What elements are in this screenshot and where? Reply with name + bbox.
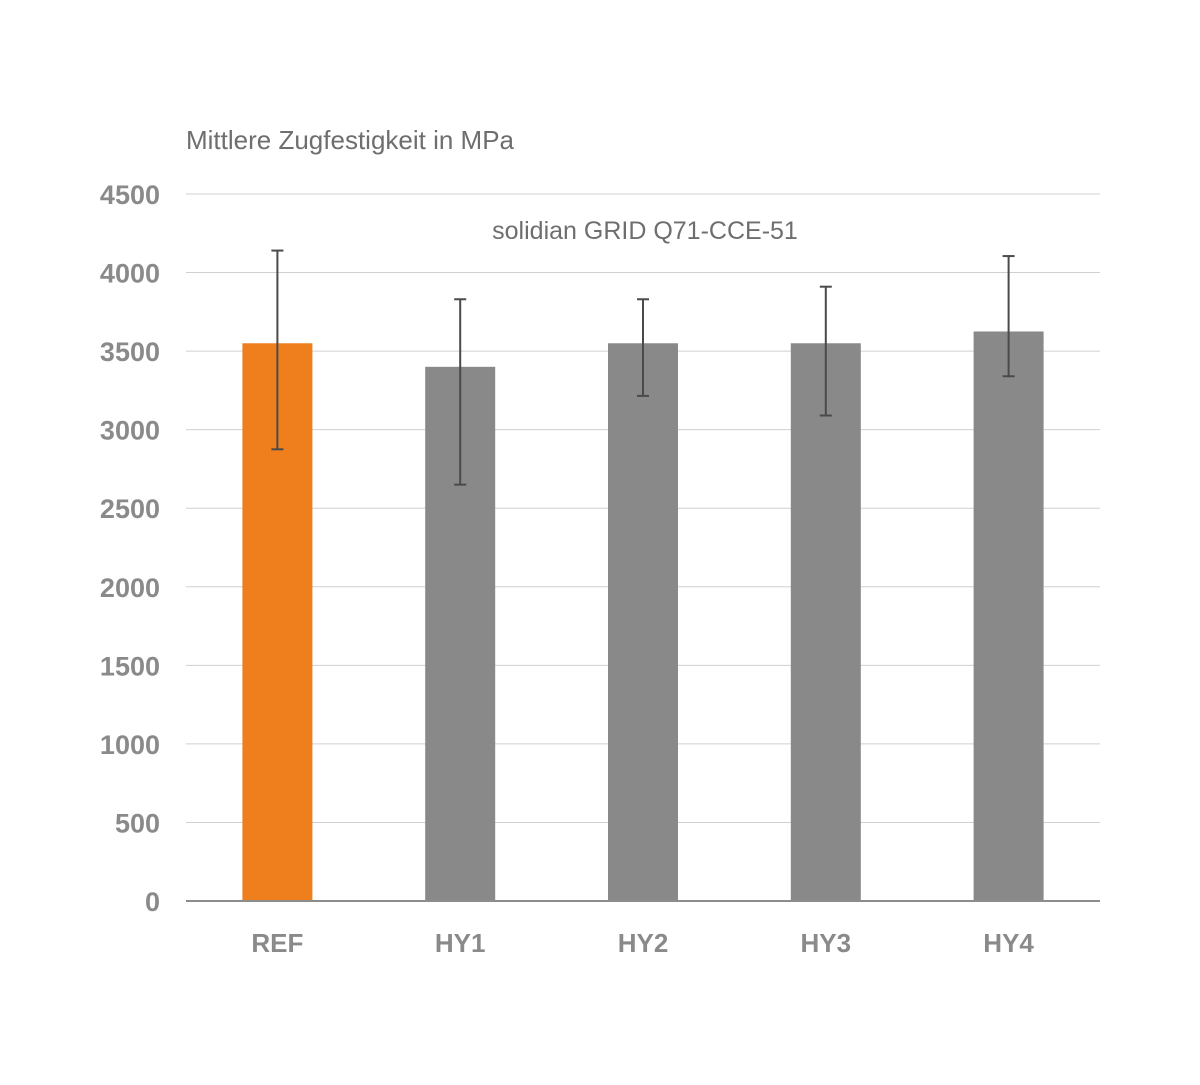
error-bar-hy2 bbox=[637, 298, 649, 397]
y-tick-label: 3000 bbox=[100, 416, 160, 446]
y-tick-label: 4000 bbox=[100, 259, 160, 289]
y-tick-label: 2500 bbox=[100, 494, 160, 524]
y-tick-label: 3500 bbox=[100, 337, 160, 367]
bars bbox=[242, 331, 1044, 901]
error-bar-ref bbox=[271, 249, 284, 451]
labels: Mittlere Zugfestigkeit in MPa solidian G… bbox=[100, 125, 1035, 958]
y-tick-label: 0 bbox=[145, 887, 160, 917]
y-axis-label: Mittlere Zugfestigkeit in MPa bbox=[186, 125, 515, 155]
x-tick-label-hy4: HY4 bbox=[983, 928, 1034, 958]
error-bar-hy4 bbox=[1002, 255, 1015, 378]
x-tick-label-ref: REF bbox=[251, 928, 303, 958]
y-tick-label: 2000 bbox=[100, 573, 160, 603]
y-tick-label: 500 bbox=[115, 808, 160, 838]
y-tick-label: 1500 bbox=[100, 651, 160, 681]
x-tick-label-hy3: HY3 bbox=[801, 928, 852, 958]
y-tick-label: 4500 bbox=[100, 180, 160, 210]
error-bar-hy3 bbox=[819, 285, 832, 417]
error-bars bbox=[271, 249, 1015, 486]
x-tick-label-hy1: HY1 bbox=[435, 928, 486, 958]
y-tick-label: 1000 bbox=[100, 730, 160, 760]
chart-subtitle: solidian GRID Q71-CCE-51 bbox=[492, 217, 798, 245]
bar-hy2 bbox=[608, 343, 678, 901]
bar-hy3 bbox=[790, 343, 861, 901]
x-tick-label-hy2: HY2 bbox=[618, 928, 669, 958]
bar-hy4 bbox=[973, 331, 1044, 901]
error-bar-hy1 bbox=[454, 298, 467, 486]
